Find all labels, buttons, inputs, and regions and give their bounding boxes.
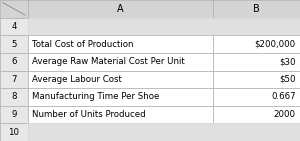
Bar	[0, 106, 28, 123]
Bar	[0, 0, 28, 18]
Bar	[0, 18, 28, 35]
Bar	[28, 106, 213, 123]
Bar	[0, 53, 28, 70]
Bar	[28, 18, 213, 35]
Bar	[213, 0, 300, 18]
Text: B: B	[253, 4, 260, 14]
Text: 0.667: 0.667	[271, 92, 296, 101]
Text: 4: 4	[11, 22, 17, 31]
Bar	[28, 123, 213, 141]
Bar	[213, 88, 300, 106]
Text: Total Cost of Production: Total Cost of Production	[32, 40, 133, 49]
Text: 9: 9	[11, 110, 16, 119]
Bar	[0, 123, 28, 141]
Text: 7: 7	[11, 75, 17, 84]
Text: $50: $50	[279, 75, 296, 84]
Bar	[213, 53, 300, 70]
Text: 10: 10	[8, 128, 20, 137]
Bar	[28, 35, 213, 53]
Bar	[28, 53, 213, 70]
Bar	[213, 18, 300, 35]
Bar	[28, 0, 213, 18]
Text: 2000: 2000	[274, 110, 296, 119]
Bar	[0, 70, 28, 88]
Text: Number of Units Produced: Number of Units Produced	[32, 110, 145, 119]
Bar	[213, 70, 300, 88]
Text: 8: 8	[11, 92, 17, 101]
Bar	[28, 70, 213, 88]
Bar	[213, 123, 300, 141]
Text: Average Labour Cost: Average Labour Cost	[32, 75, 122, 84]
Text: $30: $30	[279, 57, 296, 66]
Bar	[0, 35, 28, 53]
Text: $200,000: $200,000	[254, 40, 296, 49]
Text: 6: 6	[11, 57, 17, 66]
Text: A: A	[117, 4, 124, 14]
Bar	[28, 88, 213, 106]
Text: Manufacturing Time Per Shoe: Manufacturing Time Per Shoe	[32, 92, 159, 101]
Bar	[0, 88, 28, 106]
Text: 5: 5	[11, 40, 17, 49]
Bar	[213, 106, 300, 123]
Bar	[213, 35, 300, 53]
Text: Average Raw Material Cost Per Unit: Average Raw Material Cost Per Unit	[32, 57, 184, 66]
